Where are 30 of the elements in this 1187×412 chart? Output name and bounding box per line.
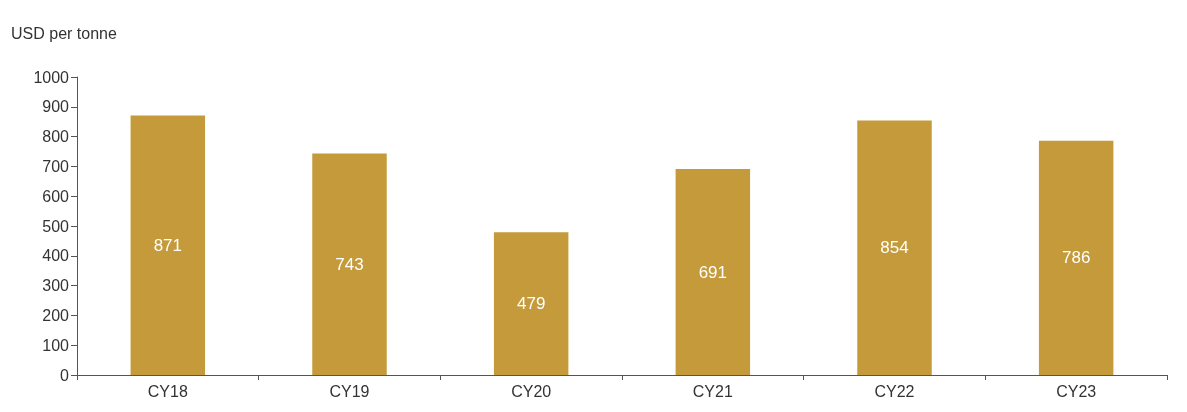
bar: [130, 115, 206, 375]
data-label: 871: [153, 235, 183, 255]
y-tick-label: 800: [42, 128, 70, 146]
data-label: 743: [335, 254, 364, 274]
y-tick-label: 900: [42, 98, 70, 116]
bar: [493, 232, 569, 375]
y-axis-title: USD per tonne: [11, 24, 117, 42]
bar: [857, 120, 932, 375]
x-tick-label: CY23: [1056, 382, 1097, 400]
x-tick-label: CY22: [874, 382, 915, 400]
bar: [675, 169, 751, 375]
data-label: 691: [698, 262, 728, 282]
y-tick-label: 300: [42, 277, 70, 295]
y-tick-label: 100: [42, 336, 70, 354]
x-tick-label: CY19: [329, 382, 370, 400]
bar: [1038, 140, 1114, 375]
x-tick-label: CY21: [692, 382, 733, 400]
data-label: 479: [516, 294, 546, 314]
x-tick-label: CY18: [147, 382, 188, 400]
x-tick-label: CY20: [511, 382, 552, 400]
y-tick-label: 0: [60, 366, 70, 384]
y-tick-label: 600: [42, 187, 70, 205]
y-tick-label: 400: [42, 247, 70, 265]
y-tick-label: 1000: [33, 68, 70, 86]
data-label: 854: [880, 238, 909, 258]
y-tick-label: 500: [42, 217, 70, 235]
data-label: 786: [1061, 248, 1091, 268]
y-tick-label: 200: [42, 306, 70, 324]
y-tick-label: 700: [42, 157, 70, 175]
bar: [312, 153, 387, 375]
